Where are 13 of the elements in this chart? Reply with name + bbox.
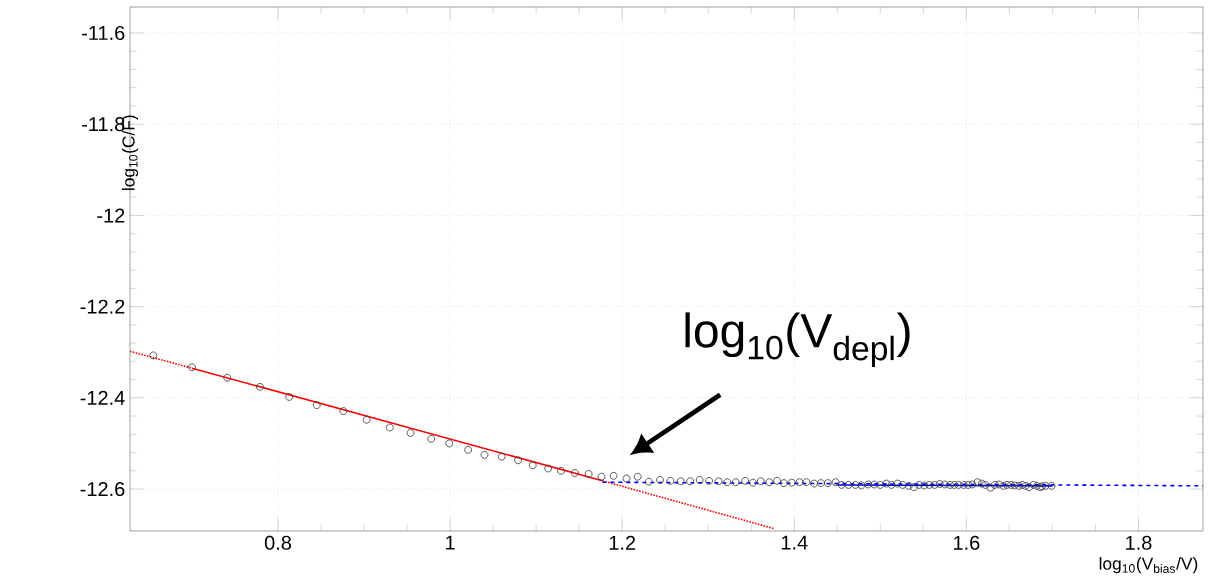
x-axis-title: log$_{10}$(V$_{bias}$/V) <box>1099 557 1198 574</box>
y-tick-label: -12 <box>97 208 125 223</box>
x-tick-label: 1.2 <box>609 535 636 550</box>
x-tick-label: 1.8 <box>1126 535 1152 550</box>
annotation: log$_{10}$(V$_{depl}$) <box>685 312 910 368</box>
x-tick-label: 1 <box>446 535 455 550</box>
y-tick-label: -12.4 <box>80 390 125 405</box>
x-tick-label: 1.4 <box>781 535 808 550</box>
y-tick-label: -12.6 <box>80 481 125 497</box>
y-tick-label: -12.2 <box>80 299 125 314</box>
y-tick-label: -11.6 <box>82 25 125 41</box>
x-tick-label: 1.6 <box>954 535 980 550</box>
x-tick-label: 0.8 <box>264 535 292 550</box>
